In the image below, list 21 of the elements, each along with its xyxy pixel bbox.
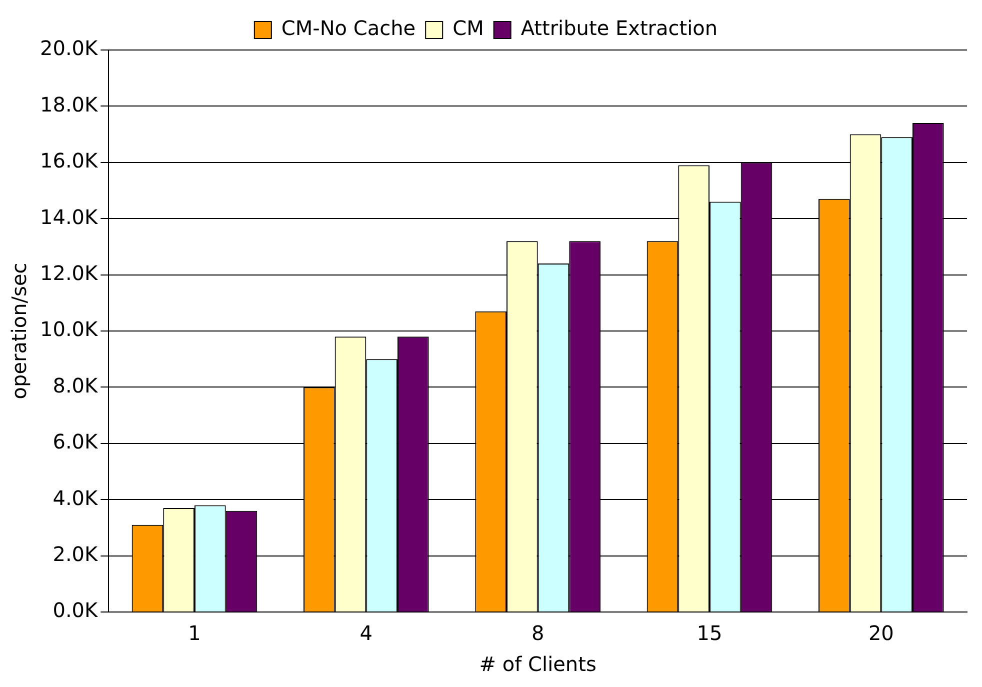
x-tick-label: 20 [868,621,894,646]
y-tick-label: 2.0K [52,542,99,566]
y-tick-label: 14.0K [40,204,99,229]
y-tick-label: 10.0K [40,317,99,342]
y-tick-label: 18.0K [40,92,99,116]
y-tick-label: 0.0K [52,598,99,622]
x-tick-label: 4 [360,621,373,646]
x-tick-label: 8 [531,621,544,646]
y-tick-label: 16.0K [40,148,99,173]
legend-label: Attribute Extraction [520,16,718,40]
legend-label: CM [452,16,484,40]
y-tick-label: 4.0K [52,486,99,510]
y-tick-label: 12.0K [40,261,99,286]
y-axis-title: operation/sec [7,262,32,400]
y-tick-label: 6.0K [52,430,99,454]
x-axis-title: # of Clients [479,652,596,676]
x-tick-label: 15 [696,621,722,646]
x-tick-label: 1 [188,621,201,646]
y-tick-label: 8.0K [52,373,99,398]
legend-label: CM-No Cache [281,16,416,40]
y-tick-label: 20.0K [40,36,99,60]
